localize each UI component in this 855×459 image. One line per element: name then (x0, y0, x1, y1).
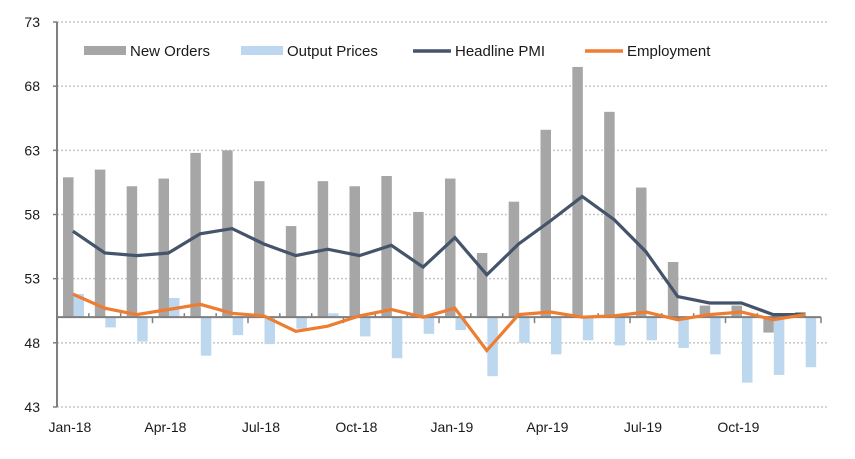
legend-item-output-prices: Output Prices (241, 43, 378, 60)
x-tick-label: Oct-19 (717, 419, 759, 435)
y-tick-label: 63 (24, 142, 40, 158)
bar-new-orders-mar-18 (126, 186, 138, 318)
bar-output-prices-dec-19 (805, 317, 817, 368)
legend-label: Employment (627, 43, 711, 60)
y-tick-label: 68 (24, 78, 40, 94)
bar-output-prices-may-18 (200, 317, 212, 356)
bars (63, 66, 817, 383)
x-tick-label: Jan-18 (49, 419, 92, 435)
bar-output-prices-mar-18 (137, 317, 148, 342)
x-tick-label: Jul-19 (624, 419, 662, 435)
bar-new-orders-feb-19 (476, 253, 488, 318)
bar-output-prices-nov-18 (391, 317, 403, 359)
bar-output-prices-aug-19 (678, 317, 689, 348)
legend-item-employment: Employment (585, 43, 711, 60)
bar-output-prices-feb-19 (487, 317, 498, 377)
bar-new-orders-may-19 (572, 66, 583, 318)
gridlines (57, 21, 827, 408)
bar-new-orders-jul-19 (636, 187, 647, 318)
legend-swatch (84, 46, 126, 55)
bar-output-prices-apr-19 (551, 317, 562, 355)
y-tick-label: 48 (24, 335, 40, 351)
bar-new-orders-jul-18 (254, 181, 265, 318)
x-tick-label: Jul-18 (242, 419, 280, 435)
bar-new-orders-aug-18 (285, 226, 297, 318)
bar-output-prices-may-19 (582, 317, 594, 341)
bar-output-prices-mar-19 (519, 317, 530, 343)
bar-output-prices-sep-19 (710, 317, 721, 355)
bar-output-prices-oct-19 (742, 317, 753, 383)
bar-new-orders-feb-18 (94, 169, 106, 318)
x-tick-label: Jan-19 (431, 419, 474, 435)
y-tick-label: 53 (24, 271, 40, 287)
y-tick-label: 43 (24, 399, 40, 415)
bar-output-prices-jul-19 (646, 317, 657, 341)
bar-new-orders-mar-19 (508, 201, 520, 318)
bar-output-prices-dec-18 (423, 317, 435, 334)
bar-new-orders-oct-18 (349, 186, 360, 318)
bar-new-orders-sep-19 (699, 305, 711, 318)
bar-new-orders-jan-18 (63, 177, 74, 318)
bar-output-prices-aug-18 (296, 317, 307, 329)
bar-output-prices-nov-19 (773, 317, 785, 375)
y-axis-ticks: 43 48 53 58 63 68 73 (24, 14, 40, 415)
legend: New Orders Output Prices Headline PMI Emplo… (84, 43, 711, 60)
y-tick-label: 73 (24, 14, 40, 30)
bar-output-prices-sep-18 (328, 313, 339, 318)
legend-swatch (241, 46, 283, 55)
x-tick-label: Oct-18 (335, 419, 377, 435)
bar-output-prices-jun-19 (614, 317, 626, 346)
x-axis-ticks: Jan-18 Apr-18 Jul-18 Oct-18 Jan-19 Apr-19 Jul-… (49, 419, 760, 435)
line-headline-pmi (71, 194, 806, 317)
bar-new-orders-jan-19 (445, 178, 456, 318)
bar-new-orders-nov-19 (763, 317, 774, 333)
legend-label: New Orders (130, 43, 210, 60)
bar-output-prices-jul-18 (264, 317, 275, 345)
bar-output-prices-jan-19 (455, 317, 466, 330)
bar-output-prices-jun-18 (232, 317, 244, 336)
legend-item-new-orders: New Orders (84, 43, 210, 60)
x-tick-label: Apr-19 (526, 419, 568, 435)
bar-output-prices-oct-18 (360, 317, 371, 337)
legend-label: Output Prices (287, 43, 378, 60)
bar-new-orders-apr-18 (158, 178, 169, 318)
bar-new-orders-jun-18 (222, 150, 233, 318)
lines (71, 194, 806, 354)
legend-label: Headline PMI (455, 43, 545, 60)
legend-item-headline-pmi: Headline PMI (413, 43, 545, 60)
line-employment (72, 292, 806, 354)
y-tick-label: 58 (24, 207, 40, 223)
bar-output-prices-jan-18 (73, 294, 84, 318)
bar-output-prices-feb-18 (105, 317, 116, 328)
x-tick-label: Apr-18 (144, 419, 186, 435)
